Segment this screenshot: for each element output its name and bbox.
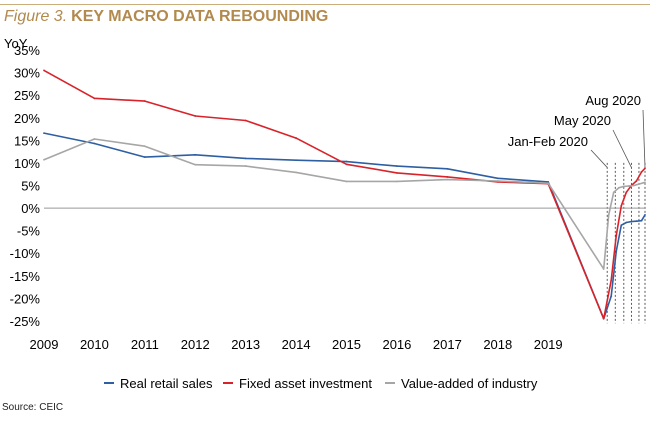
series-1-point <box>345 160 348 163</box>
series-1-point <box>244 157 247 160</box>
legend-label: Real retail sales <box>120 376 213 391</box>
series-2-point <box>244 119 247 122</box>
series-3-point <box>345 180 348 183</box>
x-tick-label: 2014 <box>282 337 311 352</box>
annotation-pointer <box>642 109 646 168</box>
series-1-point <box>396 165 398 167</box>
annotation-label: Aug 2020 <box>585 93 641 108</box>
y-tick-label: 5% <box>21 179 40 194</box>
series-2-point <box>194 115 197 117</box>
legend-label: Fixed asset investment <box>239 376 372 391</box>
y-tick-label: -5% <box>17 224 41 239</box>
series-3-point <box>638 183 640 186</box>
series-2-point <box>615 234 618 237</box>
y-tick-label: 0% <box>21 201 40 216</box>
series-3-point <box>602 268 605 270</box>
series-3-point <box>244 165 247 167</box>
series-1-point <box>620 224 623 227</box>
series-1-point <box>496 177 499 180</box>
source-note: Source: CEIC <box>2 402 64 413</box>
series-2-point <box>143 100 146 102</box>
x-tick-label: 2015 <box>332 337 361 352</box>
y-tick-label: 10% <box>14 156 40 171</box>
series-1-point <box>93 142 96 145</box>
series-1-point <box>143 156 146 158</box>
legend-label: Value-added of industry <box>401 376 538 391</box>
annotation-label: May 2020 <box>554 113 611 128</box>
series-3-point <box>607 213 610 216</box>
series-3-point <box>622 185 625 188</box>
y-tick-label: 30% <box>14 66 40 81</box>
figure-title-text: KEY MACRO DATA REBOUNDING <box>71 8 329 25</box>
series-2-point <box>635 180 638 182</box>
series-3-point <box>93 138 96 140</box>
series-2-point <box>345 163 348 166</box>
series-1-point <box>547 180 550 183</box>
series-3-point <box>633 184 635 187</box>
y-tick-label: -20% <box>10 291 41 306</box>
series-1-point <box>625 221 628 224</box>
series-3-point <box>194 163 197 166</box>
y-tick-label: -25% <box>10 314 41 329</box>
series-3-point <box>143 145 146 148</box>
series-3-point <box>295 171 297 174</box>
series-2-point <box>610 279 613 282</box>
x-tick-label: 2018 <box>483 337 512 352</box>
series-2-point <box>396 171 398 174</box>
series-2-point <box>602 317 605 320</box>
x-tick-label: 2011 <box>131 337 159 352</box>
series-3-point <box>617 186 620 189</box>
series-line-1 <box>43 132 646 320</box>
y-tick-label: 15% <box>14 133 40 148</box>
series-1-point <box>640 219 643 222</box>
series-1-point <box>194 153 197 156</box>
series-2-point <box>644 167 646 170</box>
figure-label: Figure 3. <box>4 8 68 25</box>
series-2-point <box>295 137 297 139</box>
y-tick-label: -15% <box>10 269 41 284</box>
series-3-point <box>644 181 646 184</box>
series-3-point <box>547 182 550 185</box>
series-2-point <box>620 204 623 207</box>
series-3-point <box>627 185 630 187</box>
series-3-point <box>496 180 499 182</box>
figure-title: Figure 3. KEY MACRO DATA REBOUNDING <box>4 8 328 26</box>
x-tick-label: 2012 <box>181 337 210 352</box>
series-1-point <box>446 167 449 170</box>
series-1-point <box>630 220 633 223</box>
y-tick-label: 35% <box>14 43 40 58</box>
series-1-point <box>295 159 297 162</box>
series-3-point <box>43 158 45 161</box>
series-1-point <box>610 295 613 298</box>
annotation-label: Jan-Feb 2020 <box>508 134 588 149</box>
y-tick-label: 25% <box>14 88 40 103</box>
series-1-point <box>635 220 638 223</box>
x-tick-label: 2019 <box>534 337 563 352</box>
top-rule <box>0 4 650 5</box>
y-tick-label: -10% <box>10 246 41 261</box>
series-2-point <box>446 176 449 178</box>
series-2-point <box>625 191 628 194</box>
annotation-pointer <box>612 129 632 168</box>
series-1-point <box>615 250 618 252</box>
x-tick-label: 2010 <box>80 337 109 352</box>
series-3-point <box>446 178 449 181</box>
x-tick-label: 2009 <box>30 337 59 352</box>
series-1-point <box>644 213 646 216</box>
series-3-point <box>612 191 615 194</box>
y-tick-label: 20% <box>14 111 40 126</box>
y-axis-label: YoY <box>4 36 28 51</box>
annotation-pointer <box>590 149 608 168</box>
series-3-point <box>396 180 398 183</box>
x-tick-label: 2017 <box>433 337 462 352</box>
series-line-3 <box>43 138 646 270</box>
series-2-point <box>93 97 96 100</box>
series-1-point <box>43 132 45 135</box>
series-2-point <box>640 171 643 173</box>
series-2-point <box>43 69 45 72</box>
x-tick-label: 2013 <box>231 337 260 352</box>
x-tick-label: 2016 <box>382 337 411 352</box>
